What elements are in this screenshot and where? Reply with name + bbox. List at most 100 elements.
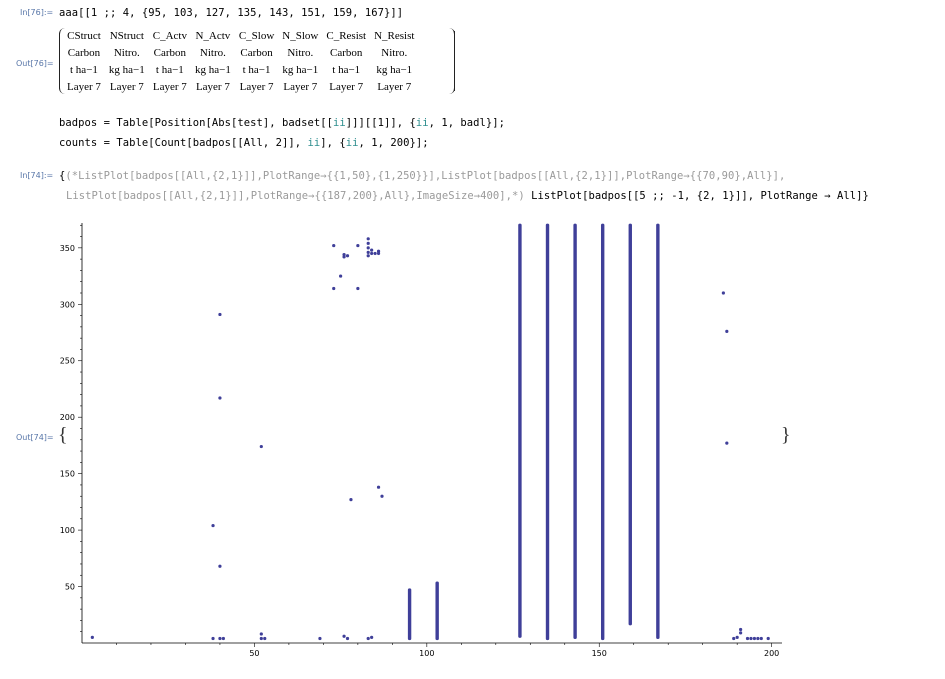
plot-axes: 50 100 150 200 50 100 150 200 250 300 350 [60,223,782,658]
data-point [725,441,729,445]
data-point [759,636,763,641]
data-point [332,243,336,248]
matrix-cell: Layer 7 [239,81,274,93]
data-point [366,250,370,254]
y-tick-label: 350 [60,244,75,253]
data-point-column [435,581,439,641]
data-point [259,444,263,449]
data-point [366,636,370,641]
matrix-cell: Layer 7 [152,81,187,93]
input-code-74-line2[interactable]: ListPlot[badpos[[All,{2,1}]],PlotRange→{… [66,190,869,202]
data-point-column [656,223,660,639]
badpos-definition[interactable]: badpos = Table[Position[Abs[test], badse… [59,117,506,129]
matrix-row: Layer 7 Layer 7 Layer 7 Layer 7 Layer 7 Layer… [63,79,418,96]
output-list-close-brace: } [781,424,791,446]
y-tick-label: 250 [60,357,75,366]
input-label-74: In[74]:= [20,171,54,180]
x-tick-label: 150 [592,649,607,658]
data-point [90,635,94,639]
data-point [725,329,729,333]
x-tick-label: 50 [249,649,259,658]
data-point-column [407,588,412,641]
data-point [373,251,377,256]
matrix-cell: Layer 7 [283,81,318,93]
data-point [735,635,739,639]
data-point [259,636,263,641]
data-point [745,636,750,641]
matrix-cell: NStruct [109,30,144,42]
matrix-cell: Nitro. [287,47,314,59]
matrix-cell: kg ha−1 [194,64,231,76]
data-point [376,249,381,253]
matrix-cell: C_Resist [326,30,367,42]
data-point [342,255,346,259]
matrix-cell: Layer 7 [195,81,230,93]
data-point [732,636,736,641]
matrix-cell: Carbon [330,47,363,59]
matrix-left-bracket [59,28,66,94]
output-list-open-brace: { [58,424,68,446]
y-tick-label: 300 [60,300,75,309]
data-point [370,251,374,256]
matrix-cell: t ha−1 [155,64,184,76]
output-matrix: CStruct NStruct C_Actv N_Actv C_Slow N_Slow C_… [63,28,418,96]
data-point [221,636,225,641]
matrix-row: Carbon Nitro. Carbon Nitro. Carbon Nitro. Carb… [63,45,418,62]
matrix-cell: Layer 7 [109,81,144,93]
data-point [721,291,725,295]
data-point [739,631,743,635]
matrix-cell: kg ha−1 [376,64,413,76]
data-point [339,274,343,278]
data-point [356,243,360,248]
matrix-cell: Layer 7 [67,81,101,93]
y-tick-label: 100 [60,526,75,535]
y-tick-label: 150 [60,470,75,479]
matrix-cell: N_Slow [282,30,319,42]
data-point [356,286,360,291]
data-point [752,636,757,641]
matrix-cell: CStruct [67,30,101,42]
matrix-cell: N_Actv [195,30,231,42]
data-point [370,248,374,252]
input-code-74-line1[interactable]: {(*ListPlot[badpos[[All,{2,1}]],PlotRang… [59,170,786,182]
matrix-cell: Layer 7 [377,81,412,93]
data-point-column [518,223,522,638]
data-point-column [600,223,605,641]
data-point [366,254,370,258]
y-tick-label: 50 [65,583,75,592]
matrix-cell: Carbon [153,47,187,59]
data-point-column [628,223,632,626]
data-point-column [573,223,577,639]
matrix-cell: Carbon [240,47,273,59]
matrix-row: t ha−1 kg ha−1 t ha−1 kg ha−1 t ha−1 kg ha−1 t… [63,62,418,79]
matrix-cell: C_Slow [238,30,275,42]
matrix-row: CStruct NStruct C_Actv N_Actv C_Slow N_Slow C_… [63,28,418,45]
data-point [342,253,346,257]
data-point [739,627,743,632]
data-point [766,636,770,641]
data-point [342,634,346,638]
x-tick-label: 100 [419,649,434,658]
counts-definition[interactable]: counts = Table[Count[badpos[[All, 2]], i… [59,137,429,149]
matrix-cell: t ha−1 [242,64,271,76]
x-tick-label: 200 [764,649,779,658]
data-point [349,498,353,502]
data-point [376,485,381,489]
data-point-column [545,223,550,641]
matrix-cell: t ha−1 [332,64,361,76]
data-point [366,246,370,250]
data-point [318,636,322,641]
matrix-cell: t ha−1 [70,64,98,76]
data-point [380,494,384,498]
data-point [345,254,350,258]
data-point [218,312,222,317]
matrix-cell: Nitro. [381,47,408,59]
input-code-76[interactable]: aaa[[1 ;; 4, {95, 103, 127, 135, 143, 15… [59,7,404,19]
data-point [376,251,381,256]
y-tick-label: 200 [60,413,75,422]
data-point [366,237,370,241]
data-point [756,636,760,641]
matrix-cell: N_Resist [374,30,415,42]
data-point [749,636,753,641]
